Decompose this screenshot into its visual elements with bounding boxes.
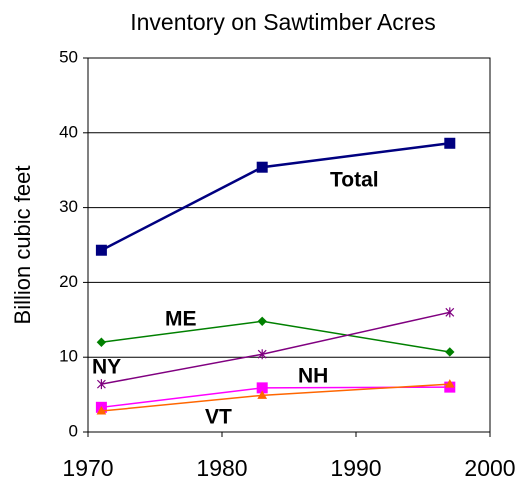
x-tick-label: 1980 <box>196 455 247 481</box>
plot-frame <box>87 57 491 433</box>
series-label: Total <box>330 169 379 192</box>
marker <box>257 349 267 360</box>
y-tick-label: 50 <box>59 47 78 66</box>
marker <box>444 137 456 149</box>
x-tick-label: 2000 <box>464 455 515 481</box>
y-tick-label: 30 <box>59 197 78 216</box>
marker <box>95 244 107 256</box>
series-line <box>100 142 450 252</box>
series-line <box>101 320 450 353</box>
series-line <box>101 386 450 409</box>
y-axis-label: Billion cubic feet <box>10 166 35 325</box>
marker <box>96 406 107 415</box>
x-tick-label: 1970 <box>62 455 113 481</box>
series-label: ME <box>165 308 197 331</box>
marker <box>96 379 106 390</box>
y-tick-label: 20 <box>59 272 78 291</box>
marker <box>445 347 455 357</box>
y-tick-label: 10 <box>59 347 78 366</box>
marker <box>445 307 455 318</box>
series-label: NY <box>92 356 121 379</box>
series-label: VT <box>205 406 232 429</box>
marker <box>96 337 107 347</box>
series-label: NH <box>298 365 328 388</box>
marker <box>257 316 267 327</box>
y-tick-label: 0 <box>69 421 78 440</box>
marker <box>257 390 268 399</box>
y-tick-label: 40 <box>59 122 78 141</box>
marker <box>256 161 268 173</box>
chart-title: Inventory on Sawtimber Acres <box>130 9 436 35</box>
marker <box>444 379 455 388</box>
x-tick-label: 1990 <box>330 455 381 481</box>
